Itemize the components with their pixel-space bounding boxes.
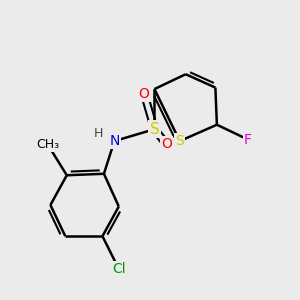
Text: F: F (244, 133, 252, 147)
Text: O: O (161, 137, 172, 151)
Text: S: S (150, 122, 159, 137)
Text: Cl: Cl (112, 262, 126, 276)
Text: CH₃: CH₃ (36, 138, 59, 151)
Text: H: H (93, 127, 103, 140)
Text: N: N (109, 134, 119, 148)
Text: O: O (139, 86, 149, 100)
Text: S: S (175, 134, 184, 148)
